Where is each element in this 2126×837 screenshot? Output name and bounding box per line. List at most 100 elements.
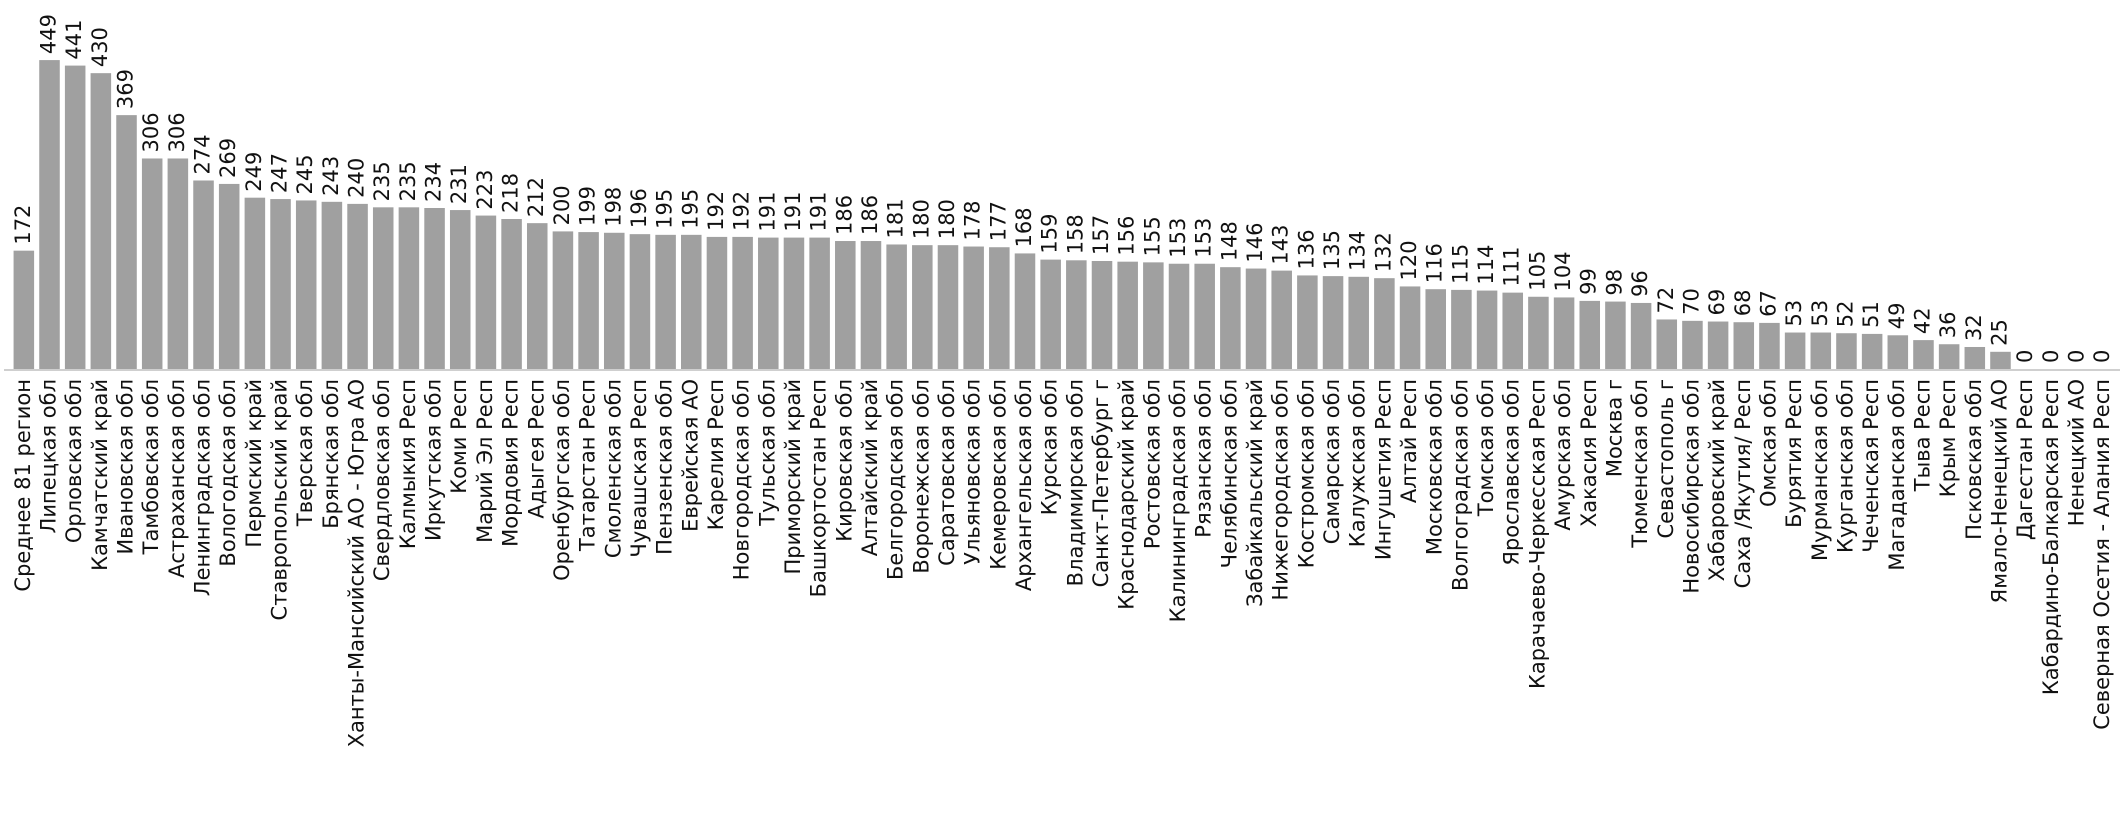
bar [912, 245, 933, 369]
value-label: 178 [961, 200, 985, 240]
x-tick-label: Ленинградская обл [191, 379, 215, 596]
bar [347, 203, 368, 369]
bar [321, 201, 343, 369]
value-label: 223 [473, 169, 497, 209]
value-label: 49 [1885, 303, 1909, 330]
bar [1707, 321, 1729, 369]
x-tick-label: Белгородская обл [884, 379, 908, 580]
x-tick-label: Липецкая обл [37, 379, 61, 533]
value-label: 143 [1269, 225, 1293, 265]
bar [1348, 276, 1369, 369]
x-tick-label: Кировская обл [832, 379, 856, 542]
bar [835, 241, 856, 369]
value-label: 269 [216, 138, 240, 178]
bar [629, 234, 651, 369]
value-label: 199 [576, 186, 600, 226]
value-label: 0 [2013, 350, 2037, 363]
x-tick-label: Самарская обл [1320, 379, 1344, 544]
bar [1271, 270, 1292, 369]
value-label: 306 [165, 112, 189, 152]
value-label: 135 [1320, 230, 1344, 270]
bar [706, 236, 728, 369]
bar [552, 231, 574, 369]
bar [1553, 297, 1575, 369]
bar [39, 60, 60, 369]
x-tick-label: Курская обл [1038, 379, 1062, 515]
value-label: 196 [627, 188, 651, 228]
value-label: 191 [807, 191, 831, 231]
value-label: 195 [653, 189, 677, 229]
bar [1322, 276, 1344, 369]
bar [937, 245, 959, 369]
x-tick-label: Еврейская АО [678, 379, 702, 532]
value-label: 243 [319, 156, 343, 196]
x-tick-label: Тюменская обл [1628, 379, 1652, 549]
value-label: 120 [1397, 240, 1421, 280]
x-tick-label: Камчатский край [88, 379, 112, 571]
x-tick-label: Ямало-Ненецкий АО [1987, 379, 2011, 603]
bar [167, 158, 189, 369]
value-label: 116 [1423, 243, 1447, 283]
bar [270, 199, 291, 369]
bar [1245, 268, 1267, 369]
value-label: 134 [1346, 231, 1370, 271]
bar [1425, 289, 1446, 369]
bar [64, 65, 86, 369]
bar [1528, 296, 1549, 369]
x-tick-label: Новосибирская обл [1679, 379, 1703, 594]
bar [655, 234, 676, 369]
x-tick-label: Саратовская обл [935, 379, 959, 566]
x-tick-label: Пензенская обл [653, 379, 677, 555]
bar [963, 246, 984, 369]
x-tick-label: Пермский край [242, 379, 266, 548]
x-tick-label: Дагестан Респ [2013, 379, 2037, 540]
x-tick-label: Алтай Респ [1397, 379, 1421, 503]
x-tick-label: Нижегородская обл [1269, 379, 1293, 600]
bar [424, 208, 445, 369]
bar [1810, 332, 1832, 369]
bar [1759, 322, 1780, 369]
value-label: 235 [396, 161, 420, 201]
value-label: 186 [832, 195, 856, 235]
bar [1887, 335, 1909, 369]
bar [1091, 260, 1113, 369]
value-label: 96 [1628, 270, 1652, 297]
bar [860, 241, 882, 369]
x-tick-label: Крым Респ [1936, 379, 1960, 497]
x-tick-label: Мордовия Респ [499, 379, 523, 547]
x-tick-label: Курганская обл [1833, 379, 1857, 553]
bar [809, 237, 830, 369]
value-label: 245 [293, 154, 317, 194]
x-tick-label: Калмыкия Респ [396, 379, 420, 549]
x-tick-label: Ульяновская обл [961, 379, 985, 565]
x-tick-label: Владимирская обл [1063, 379, 1087, 586]
x-tick-label: Санкт-Петербург г [1089, 379, 1113, 587]
bar [475, 215, 497, 369]
bar [732, 236, 753, 369]
value-label: 114 [1474, 244, 1498, 284]
bar [1861, 333, 1883, 369]
value-label: 104 [1551, 251, 1575, 291]
value-label: 192 [730, 191, 754, 231]
value-label: 0 [2090, 350, 2114, 363]
bar [1913, 340, 1934, 369]
x-tick-label: Ярославская обл [1500, 379, 1524, 566]
value-label: 195 [678, 189, 702, 229]
x-tick-label: Чувашская Респ [627, 379, 651, 558]
value-label: 235 [370, 161, 394, 201]
x-tick-label: Тамбовская обл [139, 379, 163, 555]
x-tick-label: Томская обл [1474, 379, 1498, 517]
x-tick-label: Ивановская обл [114, 379, 138, 555]
x-tick-label: Орловская обл [62, 379, 86, 543]
value-label: 306 [139, 112, 163, 152]
value-label: 32 [1962, 314, 1986, 341]
value-label: 430 [88, 27, 112, 67]
value-label: 274 [191, 134, 215, 174]
bar [1938, 344, 1960, 369]
bar [398, 207, 420, 369]
bar [193, 180, 214, 369]
x-tick-label: Татарстан Респ [576, 379, 600, 552]
value-label: 231 [447, 164, 471, 204]
